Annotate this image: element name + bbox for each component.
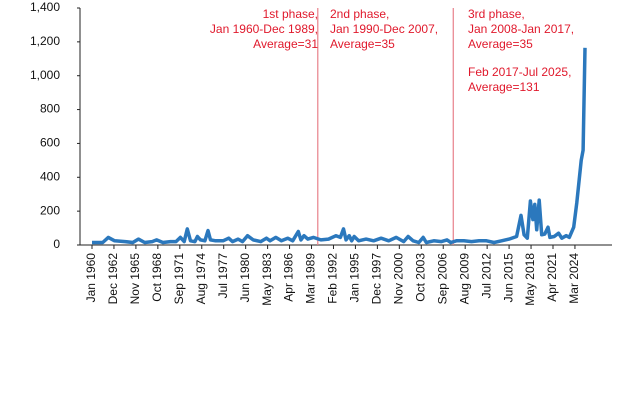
- x-tick-label: Oct 1968: [150, 253, 164, 302]
- annotation: Average=131: [468, 80, 540, 94]
- x-tick-label: Aug 1974: [194, 253, 208, 305]
- annotation: Feb 2017-Jul 2025,: [468, 65, 571, 79]
- x-tick-label: Mar 1989: [304, 253, 318, 304]
- x-tick-label: Mar 2024: [567, 253, 581, 304]
- x-tick-label: Feb 1992: [326, 253, 340, 304]
- y-tick-label: 400: [40, 169, 60, 183]
- x-tick-label: Jul 2012: [479, 253, 493, 299]
- x-tick-label: Dec 1997: [370, 253, 384, 305]
- x-tick-label: Aug 2009: [457, 253, 471, 305]
- annotation: Average=31: [253, 37, 318, 51]
- annotation: 3rd phase,: [468, 7, 525, 21]
- x-tick-label: Dec 1962: [106, 253, 120, 305]
- x-tick-label: Sep 2006: [435, 253, 449, 305]
- y-tick-label: 200: [40, 203, 60, 217]
- x-tick-label: Oct 2003: [413, 253, 427, 302]
- annotation: Average=35: [330, 37, 395, 51]
- y-tick-label: 0: [53, 237, 60, 251]
- x-tick-label: Jul 1977: [216, 253, 230, 299]
- x-tick-label: May 2018: [523, 253, 537, 306]
- annotation: Jan 1960-Dec 1989,: [210, 22, 318, 36]
- annotation: 2nd phase,: [330, 7, 389, 21]
- x-tick-label: Sep 1971: [172, 253, 186, 305]
- x-tick-label: Jan 1995: [348, 253, 362, 303]
- y-tick-label: 600: [40, 136, 60, 150]
- annotation: Jan 1990-Dec 2007,: [330, 22, 438, 36]
- x-tick-label: Nov 2000: [391, 253, 405, 305]
- x-tick-label: Jan 1960: [84, 253, 98, 303]
- y-tick-label: 1,200: [30, 34, 60, 48]
- x-tick-label: May 1983: [260, 253, 274, 306]
- x-tick-label: Apr 2021: [545, 253, 559, 302]
- data-line: [92, 47, 587, 245]
- x-tick-label: Apr 1986: [282, 253, 296, 302]
- annotation: 1st phase,: [263, 7, 318, 21]
- x-tick-label: Jun 2015: [501, 253, 515, 303]
- annotation: Jan 2008-Jan 2017,: [468, 22, 574, 36]
- y-tick-label: 1,000: [30, 68, 60, 82]
- y-tick-label: 1,400: [30, 0, 60, 14]
- x-tick-label: Jun 1980: [238, 253, 252, 303]
- y-tick-label: 800: [40, 102, 60, 116]
- annotation: Average=35: [468, 37, 533, 51]
- x-tick-label: Nov 1965: [128, 253, 142, 305]
